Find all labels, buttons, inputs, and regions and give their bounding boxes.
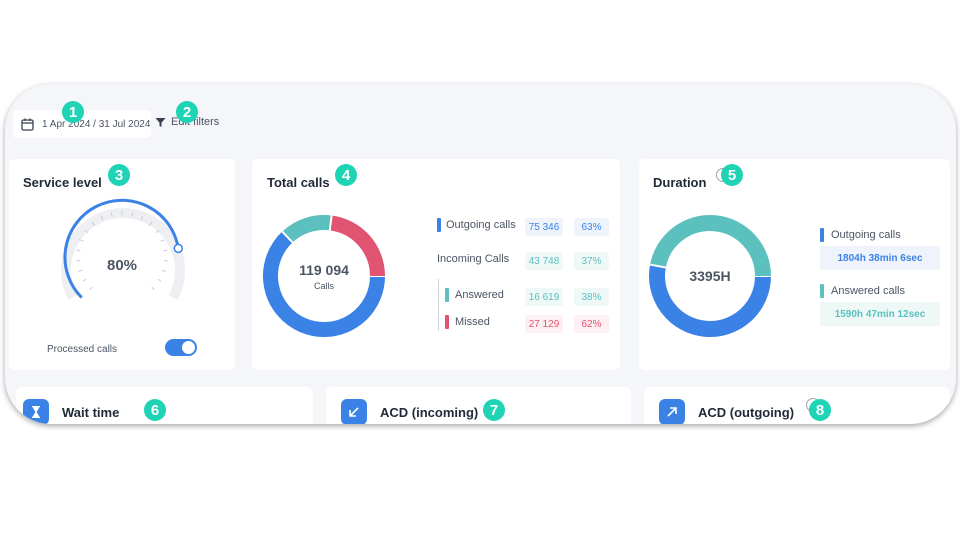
badge-3: 3: [108, 164, 130, 186]
duration-answered-value: 1590h 47min 12sec: [820, 302, 940, 326]
processed-calls-toggle[interactable]: [165, 339, 197, 356]
total-calls-card: Total calls 4 119 094 Calls Outgoing cal…: [252, 159, 620, 370]
gauge-tick: [148, 221, 153, 226]
duration-answered-label: Answered calls: [831, 285, 905, 297]
toggle-knob: [182, 341, 195, 354]
gauge-tick: [131, 212, 134, 217]
acd-outgoing-tile[interactable]: ACD (outgoing) 8: [644, 387, 950, 424]
incoming-tree-line: [438, 279, 439, 331]
acd-incoming-title: ACD (incoming): [380, 405, 479, 420]
service-level-card: Service level 3 80% Processed calls: [9, 159, 235, 370]
gauge-tick: [82, 278, 87, 282]
total-calls-caption: Calls: [313, 281, 334, 291]
badge-4: 4: [335, 164, 357, 186]
outgoing-calls-label: Outgoing calls: [446, 219, 516, 231]
gauge-track: [61, 208, 185, 301]
gauge-ticks: [76, 211, 168, 291]
answered-count: 16 619: [525, 288, 563, 306]
total-calls-value: 119 094: [299, 262, 349, 278]
gauge-tick: [100, 216, 104, 221]
donut-gap: [328, 215, 333, 231]
badge-6: 6: [144, 399, 166, 421]
gauge-tick: [76, 249, 81, 252]
wait-time-title: Wait time: [62, 405, 120, 420]
gauge-tick: [155, 229, 160, 234]
answered-percent: 38%: [574, 288, 609, 306]
duration-outgoing-marker: [820, 228, 824, 242]
gauge-tick: [78, 269, 83, 272]
donut-segment-missed: [329, 215, 385, 277]
hourglass-icon: [23, 399, 49, 424]
donut-segment-outgoing-calls: [649, 264, 771, 337]
duration-donut: [649, 215, 771, 337]
missed-label: Missed: [455, 316, 490, 328]
service-level-value: 80%: [106, 257, 138, 274]
gauge-handle: [173, 243, 184, 254]
dashboard-frame: 1 Apr 2024 / 31 Jul 2024 1 Edit filters …: [5, 84, 956, 424]
duration-outgoing-value: 1804h 38min 6sec: [820, 246, 940, 270]
answered-label: Answered: [455, 289, 504, 301]
processed-calls-label: Processed calls: [47, 344, 118, 355]
gauge-tick: [157, 278, 162, 282]
outgoing-calls-percent: 63%: [574, 218, 609, 236]
acd-incoming-tile[interactable]: ACD (incoming) 7: [326, 387, 631, 424]
badge-2: 2: [176, 101, 198, 123]
badge-1: 1: [62, 101, 84, 123]
missed-percent: 62%: [574, 315, 609, 333]
acd-outgoing-title: ACD (outgoing): [698, 405, 795, 420]
wait-time-tile[interactable]: Wait time 6: [16, 387, 313, 424]
answered-legend-marker: [445, 288, 449, 302]
gauge-tick: [84, 229, 89, 234]
donut-gap: [281, 230, 294, 244]
gauge-tick: [151, 286, 155, 291]
gauge-tick: [161, 269, 166, 272]
missed-legend-marker: [445, 315, 449, 329]
gauge-tick: [91, 221, 96, 226]
donut-gap: [649, 263, 666, 269]
gauge-tick: [79, 239, 84, 242]
duration-card: Duration 5 3395H Outgoing calls 1804h 38…: [639, 159, 950, 370]
badge-5: 5: [721, 164, 743, 186]
duration-outgoing-label: Outgoing calls: [831, 229, 901, 241]
missed-count: 27 129: [525, 315, 563, 333]
filter-icon: [155, 117, 166, 127]
calendar-icon: [21, 118, 34, 131]
arrow-down-left-icon: [341, 399, 367, 424]
donut-segment-answered: [282, 215, 332, 243]
gauge-tick: [140, 216, 144, 221]
badge-7: 7: [483, 399, 505, 421]
incoming-calls-count: 43 748: [525, 252, 563, 270]
service-level-gauge: [61, 198, 185, 301]
incoming-calls-percent: 37%: [574, 252, 609, 270]
incoming-calls-label: Incoming Calls: [437, 253, 510, 265]
donut-segment-outgoing-calls: [263, 231, 385, 337]
arrow-up-right-icon: [659, 399, 685, 424]
date-range-text: 1 Apr 2024 / 31 Jul 2024: [42, 118, 151, 130]
duration-title: Duration: [653, 175, 707, 190]
badge-8: 8: [809, 399, 831, 421]
total-calls-title: Total calls: [267, 175, 330, 190]
gauge-tick: [110, 212, 113, 217]
duration-answered-marker: [820, 284, 824, 298]
gauge-tick: [160, 239, 165, 242]
service-level-title: Service level: [23, 175, 102, 190]
gauge-tick: [163, 249, 168, 252]
outgoing-calls-count: 75 346: [525, 218, 563, 236]
gauge-fill: [63, 198, 180, 299]
total-calls-donut: [263, 215, 385, 337]
donut-segment-answered-calls: [650, 215, 771, 277]
outgoing-legend-marker: [437, 218, 441, 232]
duration-total: 3395H: [689, 268, 731, 284]
gauge-tick: [89, 286, 93, 291]
